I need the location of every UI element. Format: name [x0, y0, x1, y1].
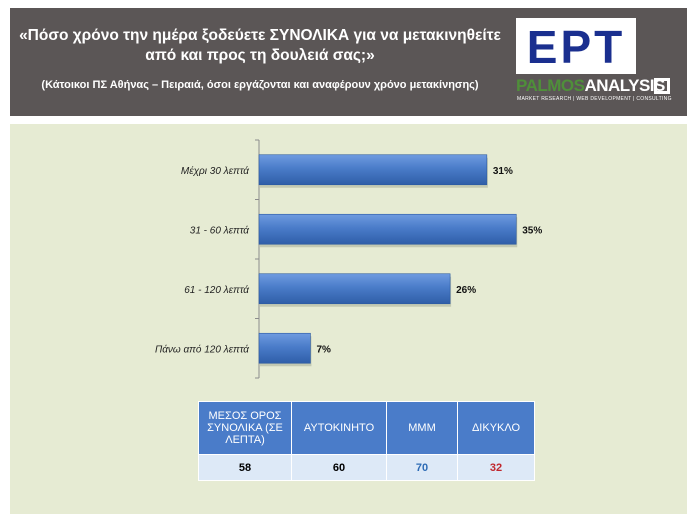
data-label: 7%: [316, 344, 331, 355]
data-label: 31%: [493, 166, 513, 177]
palmos-logo-square-icon: [654, 78, 670, 94]
table-value-average: 58: [198, 454, 292, 481]
category-label: Μέχρι 30 λεπτά: [181, 165, 249, 177]
table-value-car: 60: [291, 454, 387, 481]
bar: [258, 332, 311, 364]
table-header-average: ΜΕΣΟΣ ΟΡΟΣ ΣΥΝΟΛΙΚΑ (ΣΕ ΛΕΠΤΑ): [198, 401, 292, 455]
table-header-public-transport: ΜΜΜ: [386, 401, 458, 455]
category-label: 31 - 60 λεπτά: [190, 224, 250, 236]
table-value-motorbike: 32: [457, 454, 535, 481]
data-label: 26%: [456, 285, 476, 296]
category-label: Πάνω από 120 λεπτά: [155, 343, 249, 355]
ert-logo: ΕΡΤ: [516, 18, 636, 74]
bar: [258, 154, 488, 186]
data-label: 35%: [522, 225, 542, 236]
table-header-car: ΑΥΤΟΚΙΝΗΤΟ: [291, 401, 387, 455]
averages-table-value-row: 58 60 70 32: [198, 454, 535, 481]
page-title: «Πόσο χρόνο την ημέρα ξοδεύετε ΣΥΝΟΛΙΚΑ …: [19, 27, 501, 64]
page-subtitle: (Κάτοικοι ΠΣ Αθήνας – Πειραιά, όσοι εργά…: [41, 79, 479, 91]
table-value-public-transport: 70: [386, 454, 458, 481]
table-header-motorbike: ΔΙΚΥΚΛΟ: [457, 401, 535, 455]
averages-table-header-row: ΜΕΣΟΣ ΟΡΟΣ ΣΥΝΟΛΙΚΑ (ΣΕ ΛΕΠΤΑ) ΑΥΤΟΚΙΝΗΤ…: [198, 401, 535, 455]
bar: [258, 273, 451, 305]
ert-logo-text: ΕΡΤ: [526, 21, 626, 73]
category-label: 61 - 120 λεπτά: [184, 284, 249, 296]
palmos-analysis-logo: PALMOSANALYSIS MARKET RESEARCH | WEB DEV…: [516, 76, 676, 106]
palmos-logo-tagline: MARKET RESEARCH | WEB DEVELOPMENT | CONS…: [517, 96, 672, 102]
palmos-logo-name: PALMOSANALYSIS: [516, 76, 665, 95]
averages-table: ΜΕΣΟΣ ΟΡΟΣ ΣΥΝΟΛΙΚΑ (ΣΕ ΛΕΠΤΑ) ΑΥΤΟΚΙΝΗΤ…: [198, 401, 535, 481]
bar: [258, 213, 517, 245]
